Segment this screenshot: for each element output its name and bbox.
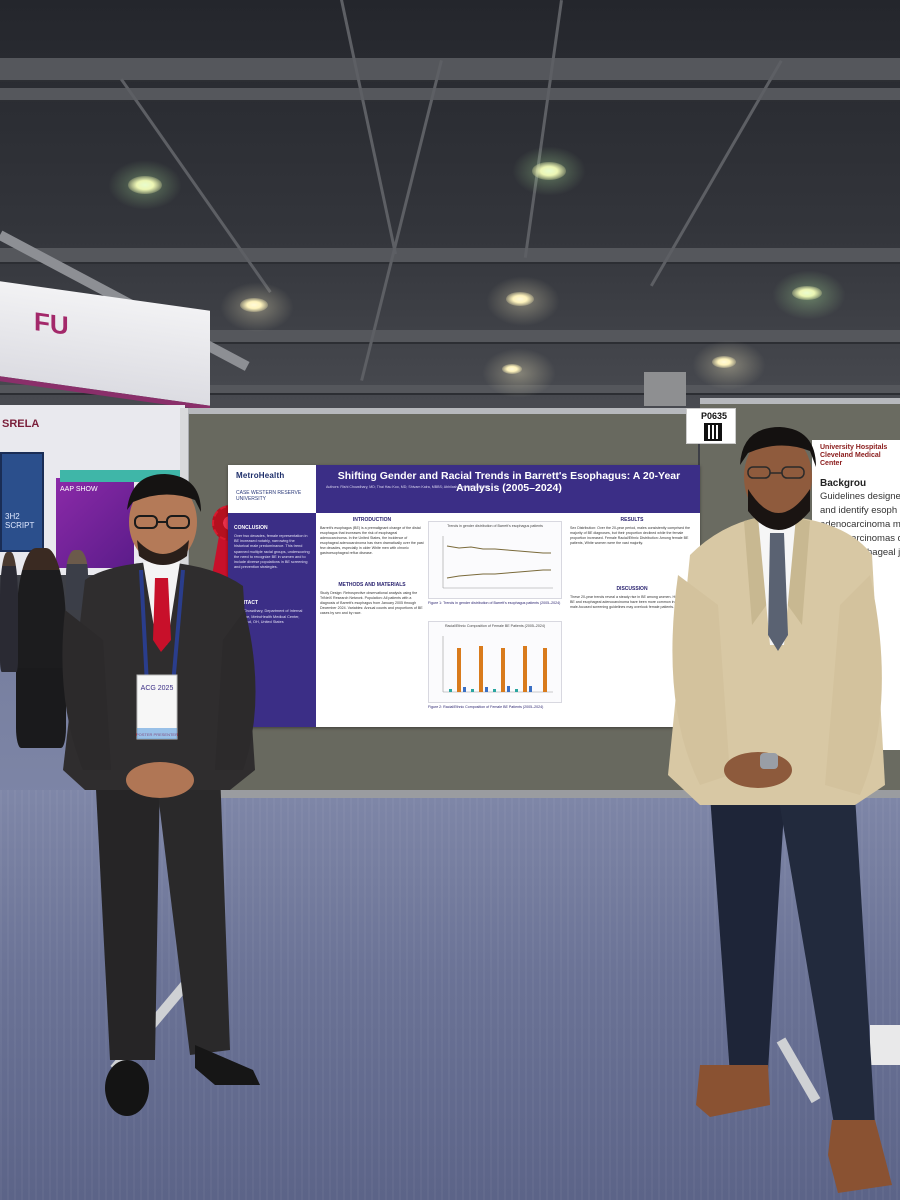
ceiling-strut [523,0,563,258]
cwru-logo: CASE WESTERN RESERVE UNIVERSITY [236,490,302,502]
figure-1-caption: Figure 1: Trends in gender distribution … [428,601,561,605]
conclusion-heading: CONCLUSION [234,525,268,531]
attendee [0,552,18,672]
ceiling-beam [0,248,900,262]
figure-2-title: Racial/Ethnic Composition of Female BE P… [444,624,546,628]
methods-heading: METHODS AND MATERIALS [338,582,406,588]
booth-screen: 3H2 SCRIPT [0,452,44,552]
ceiling-beam [0,385,900,393]
ceiling-light [108,160,182,210]
booth-banner-text: FU [34,306,69,341]
conclusion-text: Over two decades, female representation … [234,534,310,570]
adjacent-poster-line: and identify esoph [820,505,898,516]
pillar [644,372,686,406]
adjacent-poster-line: Guidelines designe [820,491,900,502]
adjacent-poster-heading: Backgrou [820,478,867,489]
ceiling-light [482,348,556,398]
poster-logo: MetroHealth CASE WESTERN RESERVE UNIVERS… [228,465,316,513]
metrohealth-logo: MetroHealth [236,471,285,480]
results-heading: RESULTS [620,517,644,523]
figure-1-title: Trends in gender distribution of Barrett… [447,524,543,528]
figure-2-caption: Figure 2: Racial/Ethnic Composition of F… [428,705,544,709]
introduction-heading: INTRODUCTION [352,517,392,523]
discussion-heading: DISCUSSION [616,586,648,592]
research-poster: MetroHealth CASE WESTERN RESERVE UNIVERS… [228,465,700,727]
ceiling-light [692,340,766,390]
poster-column-right: RESULTS Sex Distribution: Over the 20-ye… [570,517,694,613]
poster-title: Shifting Gender and Racial Trends in Bar… [337,470,681,494]
figure-1-line-chart [442,536,553,589]
figure-1: Trends in gender distribution of Barrett… [428,521,562,599]
ceiling-beam [0,330,900,342]
poster-number-tag: P0635 [686,408,736,444]
results-text: Sex Distribution: Over the 20-year perio… [570,526,691,545]
poster-header: Shifting Gender and Racial Trends in Bar… [316,465,700,513]
presenter-left: ACG 2025 POSTER PRESENTER [62,474,260,1116]
university-hospitals-logo: University Hospitals Cleveland Medical C… [820,444,888,467]
attendee [66,550,88,610]
ceiling-strut [340,0,397,255]
booth-sign: SRELA [2,418,40,430]
ceiling-light [772,270,846,320]
adjacent-poster-line: adenocarcinoma m [820,519,900,530]
booth-display-text: AAP SHOW [60,486,98,493]
ceiling-beam [0,88,900,100]
adjacent-poster-line: adenocarcinomas d [820,533,900,544]
poster-authors: Authors: Rishi Chowdhary, MD; Thai Hau K… [326,485,490,489]
contact-text: Rishi Chowdhary, Department of Internal … [234,609,303,624]
contact-heading: CONTACT [234,600,259,607]
introduction-text: Barrett's esophagus (BE) is a premaligna… [320,526,424,555]
attendee [16,548,66,748]
figure-2: Racial/Ethnic Composition of Female BE P… [428,621,562,703]
booth-screen-text: 3H2 SCRIPT [5,512,35,530]
discussion-text: These 20-year trends reveal a steady ris… [570,595,691,609]
easel-base [870,1025,900,1065]
badge-event: ACG 2025 [141,685,174,692]
ceiling-beam [0,58,900,80]
qr-code-icon [704,423,722,441]
methods-text: Study Design: Retrospective observationa… [320,591,423,615]
poster-column-left: INTRODUCTION Barrett's esophagus (BE) is… [320,517,424,619]
board-frame [183,790,900,798]
ceiling-light [220,282,294,332]
ceiling-light [512,146,586,196]
ceiling-light [486,276,560,326]
figure-2-bar-chart [442,636,553,693]
presenter-right [668,427,892,1193]
poster-number: P0635 [701,411,728,421]
